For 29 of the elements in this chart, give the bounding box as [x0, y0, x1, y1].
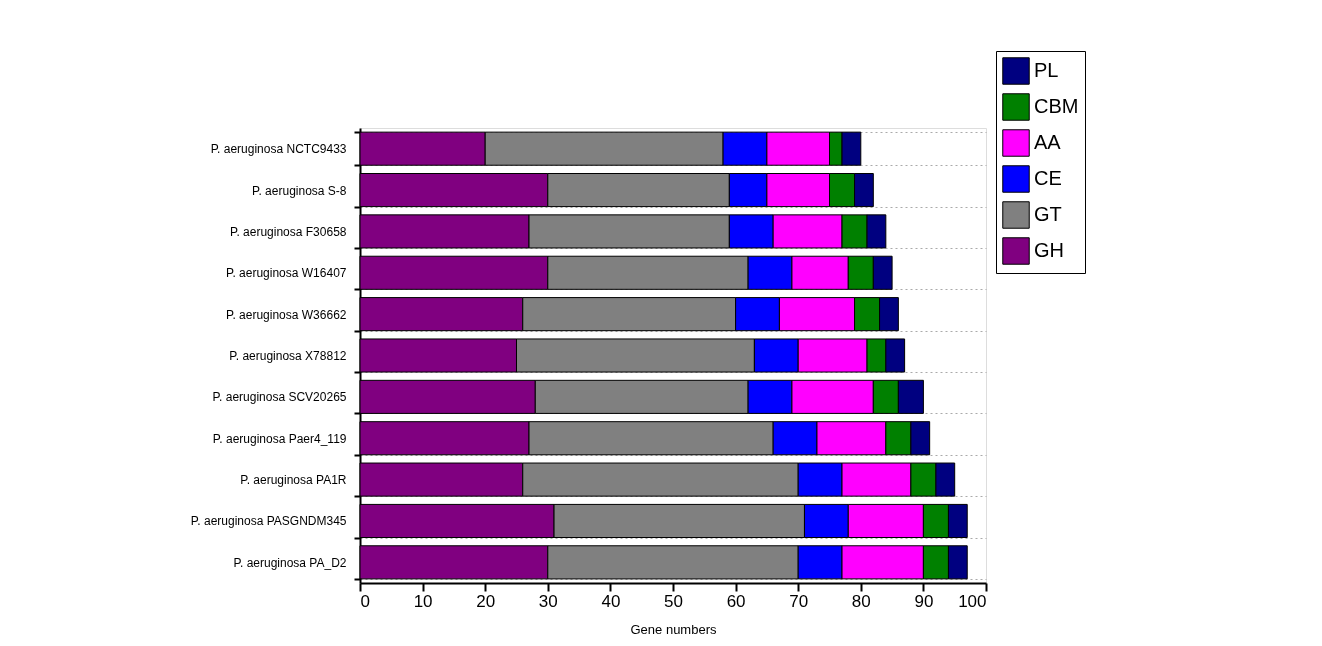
y-tick-label: P. aeruginosa PA_D2 [233, 555, 347, 570]
x-axis-title: Gene numbers [630, 621, 717, 637]
y-tick-label: P. aeruginosa S-8 [251, 183, 347, 198]
y-tick-label: P. aeruginosa NCTC9433 [210, 142, 347, 157]
x-tick-label: 30 [538, 591, 558, 611]
y-tick-label: P. aeruginosa W16407 [225, 266, 347, 281]
y-tick-label: P. aeruginosa SCV20265 [212, 390, 347, 405]
legend-label: GT [1034, 203, 1062, 225]
x-tick-label: 20 [476, 591, 496, 611]
x-tick-label: 40 [601, 591, 621, 611]
y-tick-label: P. aeruginosa F30658 [229, 224, 347, 239]
y-tick-label: P. aeruginosa PA1R [240, 473, 347, 488]
legend-label: CE [1034, 167, 1062, 189]
legend-label: PL [1034, 59, 1059, 81]
y-tick-label: P. aeruginosa X78812 [229, 349, 347, 363]
x-tick-label: 0 [360, 591, 370, 611]
x-tick-label: 80 [851, 591, 871, 611]
x-tick-label: 70 [789, 591, 809, 611]
legend-label: GH [1034, 239, 1064, 261]
y-tick-label: P. aeruginosa W36662 [225, 307, 347, 322]
legend-label: CBM [1034, 95, 1079, 117]
legend-label: AA [1034, 131, 1062, 153]
y-tick-label: P. aeruginosa Paer4_119 [212, 431, 347, 446]
y-tick-label: P. aeruginosa PASGNDM345 [190, 514, 347, 529]
x-tick-label: 90 [914, 591, 934, 611]
x-tick-label: 100 [958, 591, 987, 611]
x-tick-label: 50 [664, 591, 683, 611]
x-tick-label: 10 [413, 591, 433, 611]
x-tick-label: 60 [726, 591, 746, 611]
